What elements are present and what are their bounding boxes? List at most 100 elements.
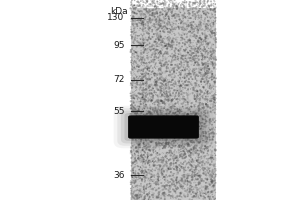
Point [209,44,214,47]
Point [164,67,169,70]
Point [193,164,198,167]
Point [193,196,198,199]
Point [196,18,200,21]
Point [212,50,216,54]
Point [205,116,210,119]
Point [149,20,154,23]
Point [183,80,188,83]
Point [177,8,182,11]
Point [176,25,181,28]
Point [182,12,187,15]
Point [173,38,178,41]
Point [159,24,164,27]
Point [196,6,201,9]
Point [201,19,206,22]
Point [133,161,138,164]
Point [160,101,165,105]
Point [192,171,197,174]
Point [164,90,169,93]
Point [179,89,184,92]
Point [187,143,192,146]
Point [212,10,217,13]
Point [191,196,196,199]
Point [135,0,140,4]
Point [140,73,145,76]
Point [182,156,187,160]
Point [186,74,191,77]
Point [208,55,213,58]
Point [128,125,133,128]
Point [142,62,147,65]
Point [132,42,136,45]
Point [132,11,137,14]
Point [196,59,201,62]
Point [181,82,186,85]
Point [167,80,172,83]
Point [170,30,175,33]
Point [144,8,148,11]
Point [156,135,161,139]
Point [144,152,148,155]
Point [156,169,161,172]
Point [161,158,166,162]
Point [136,118,141,121]
Point [195,135,200,138]
Point [205,101,210,104]
Point [152,27,157,31]
Point [206,60,210,63]
Point [190,150,195,153]
Point [200,143,204,146]
Point [162,124,167,127]
Point [147,192,152,195]
Point [194,98,198,101]
Point [174,64,179,67]
Point [213,165,218,168]
Point [199,102,203,105]
Point [131,22,136,26]
Point [138,130,143,133]
Point [212,34,217,37]
Point [129,136,134,139]
Point [208,121,212,124]
Point [203,130,208,133]
Point [193,130,197,133]
Point [137,193,142,197]
Point [157,10,162,13]
Point [146,28,151,32]
Point [174,165,179,168]
Point [137,83,142,87]
Point [152,81,157,84]
Point [167,115,171,118]
Point [141,30,146,33]
Point [156,172,161,175]
Point [150,102,155,105]
Point [161,152,166,155]
Point [163,153,168,156]
Point [177,62,182,66]
Point [154,130,158,133]
Point [164,143,168,146]
Point [149,0,154,3]
Point [143,101,148,104]
Point [197,45,202,48]
Point [206,34,210,37]
Point [176,171,180,174]
Point [154,195,159,198]
Point [203,141,208,144]
Point [183,179,188,182]
Point [137,142,142,145]
Point [160,55,165,58]
Point [131,4,136,7]
Point [152,89,157,93]
Point [210,30,214,33]
Point [148,180,152,183]
Point [138,78,143,81]
Point [132,97,136,100]
Point [166,132,171,136]
Point [179,186,184,189]
Point [153,116,158,120]
Point [200,74,205,77]
Point [139,110,144,113]
Point [192,179,197,182]
Point [201,130,206,133]
